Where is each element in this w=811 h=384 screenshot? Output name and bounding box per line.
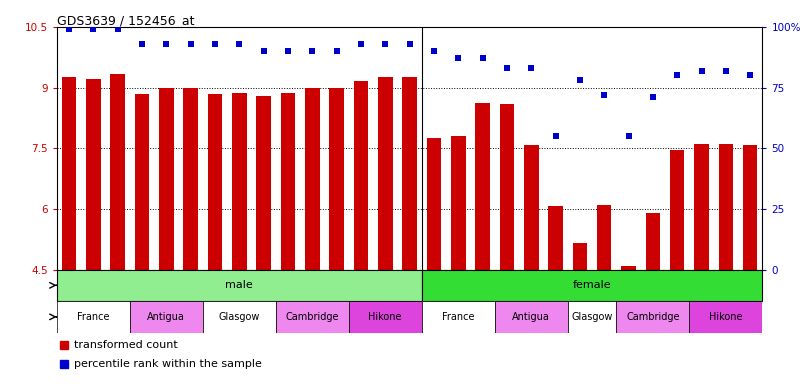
Text: male: male — [225, 280, 253, 290]
Bar — [500, 104, 514, 270]
Bar — [475, 103, 490, 270]
Bar — [203, 301, 276, 333]
Bar — [62, 77, 76, 270]
Bar — [86, 79, 101, 270]
Bar — [57, 270, 422, 301]
Bar — [276, 301, 349, 333]
Bar — [281, 93, 295, 270]
Bar — [597, 205, 611, 270]
Text: France: France — [442, 312, 474, 322]
Bar — [495, 301, 568, 333]
Bar — [451, 136, 466, 270]
Bar — [305, 88, 320, 270]
Text: Hikone: Hikone — [709, 312, 743, 322]
Bar — [110, 74, 125, 270]
Bar — [57, 301, 130, 333]
Bar — [573, 243, 587, 270]
Bar — [689, 301, 762, 333]
Text: Antigua: Antigua — [513, 312, 550, 322]
Bar — [616, 301, 689, 333]
Text: Cambridge: Cambridge — [626, 312, 680, 322]
Bar — [378, 78, 393, 270]
Bar — [548, 207, 563, 270]
Text: transformed count: transformed count — [75, 340, 178, 350]
Text: Glasgow: Glasgow — [218, 312, 260, 322]
Bar — [568, 301, 616, 333]
Bar — [402, 78, 417, 270]
Bar — [159, 88, 174, 270]
Bar — [621, 265, 636, 270]
Bar — [427, 138, 441, 270]
Bar — [329, 88, 344, 270]
Text: female: female — [573, 280, 611, 290]
Bar — [694, 144, 709, 270]
Bar — [524, 145, 539, 270]
Text: percentile rank within the sample: percentile rank within the sample — [75, 359, 262, 369]
Bar — [349, 301, 422, 333]
Text: Cambridge: Cambridge — [285, 312, 339, 322]
Bar — [183, 88, 198, 270]
Text: Hikone: Hikone — [368, 312, 402, 322]
Bar — [208, 94, 222, 270]
Bar — [135, 94, 149, 270]
Text: GDS3639 / 152456_at: GDS3639 / 152456_at — [57, 14, 195, 27]
Bar — [719, 144, 733, 270]
Bar — [670, 150, 684, 270]
Bar — [256, 96, 271, 270]
Text: France: France — [77, 312, 109, 322]
Bar — [422, 301, 495, 333]
Bar — [354, 81, 368, 270]
Bar — [743, 145, 757, 270]
Bar — [646, 213, 660, 270]
Bar — [130, 301, 203, 333]
Bar — [422, 270, 762, 301]
Text: Antigua: Antigua — [148, 312, 185, 322]
Bar — [232, 93, 247, 270]
Text: Glasgow: Glasgow — [571, 312, 613, 322]
